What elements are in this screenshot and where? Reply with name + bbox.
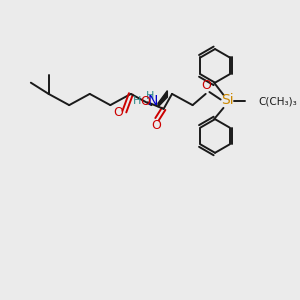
Text: Si: Si bbox=[221, 92, 233, 106]
Text: O: O bbox=[113, 106, 123, 119]
Text: C(CH₃)₃: C(CH₃)₃ bbox=[258, 96, 297, 106]
Text: O: O bbox=[140, 95, 150, 108]
Text: H: H bbox=[146, 91, 155, 101]
Text: H: H bbox=[133, 96, 142, 106]
Text: O: O bbox=[151, 119, 161, 132]
Text: O: O bbox=[202, 79, 212, 92]
Polygon shape bbox=[158, 91, 167, 107]
Text: N: N bbox=[147, 94, 158, 108]
